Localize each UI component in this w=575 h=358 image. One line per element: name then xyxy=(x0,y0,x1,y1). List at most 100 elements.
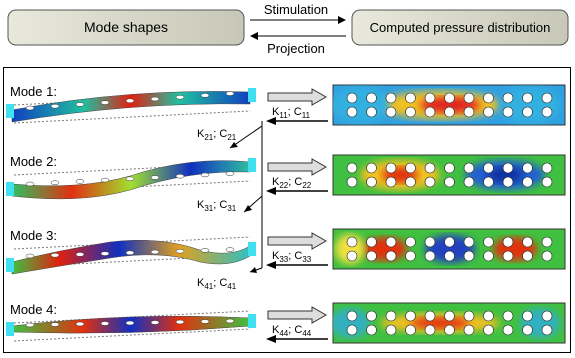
hole xyxy=(150,320,160,325)
hole xyxy=(346,106,358,118)
arrowhead xyxy=(338,16,346,24)
hole xyxy=(405,310,416,322)
right-box xyxy=(351,9,569,46)
hole xyxy=(424,324,436,336)
hole xyxy=(75,102,85,107)
hole xyxy=(424,236,436,248)
hole xyxy=(463,162,475,174)
symbol: C xyxy=(294,176,302,188)
symbol: K xyxy=(272,250,280,262)
subscript: 31 xyxy=(227,204,236,213)
hole xyxy=(385,236,397,248)
hole xyxy=(366,324,377,336)
subscript: 44 xyxy=(302,329,311,338)
hole xyxy=(502,106,514,118)
hole xyxy=(463,324,475,336)
subscript: 33 xyxy=(302,255,311,264)
stimulation-arrow xyxy=(267,232,328,250)
arrowhead xyxy=(266,187,276,195)
hole xyxy=(444,106,455,118)
hole xyxy=(444,250,455,262)
clamp xyxy=(248,314,256,328)
frame xyxy=(3,67,571,353)
hole xyxy=(541,162,553,174)
hole xyxy=(25,105,35,111)
subscript: 44 xyxy=(279,329,288,338)
hole xyxy=(366,162,377,174)
hole xyxy=(463,236,475,248)
symbol: K xyxy=(197,128,205,140)
subscript: 22 xyxy=(279,181,288,190)
subscript: 21 xyxy=(227,133,236,142)
mode-shape xyxy=(11,91,251,123)
hole xyxy=(385,92,397,104)
hole xyxy=(463,106,475,118)
clamp xyxy=(248,242,256,256)
symbol: K xyxy=(197,199,205,211)
symbol: ; xyxy=(213,277,219,289)
clamp xyxy=(248,88,256,102)
hole xyxy=(405,250,416,262)
coupling-label: K22; C22 xyxy=(272,176,312,190)
hole xyxy=(225,91,235,96)
subscript: 22 xyxy=(302,181,311,190)
hole xyxy=(424,250,436,262)
hole xyxy=(366,250,377,262)
hole xyxy=(385,106,397,118)
hole xyxy=(366,92,377,104)
hole xyxy=(125,250,135,256)
hole xyxy=(25,181,35,187)
hole xyxy=(541,92,553,104)
symbol: K xyxy=(272,106,280,118)
hole xyxy=(522,176,533,188)
arrowhead xyxy=(244,205,252,212)
hole xyxy=(522,236,533,248)
symbol: ; xyxy=(288,106,294,118)
coupling-label: K41; C41 xyxy=(197,277,237,291)
coupling-label: K44; C44 xyxy=(272,324,312,338)
hole xyxy=(463,92,475,104)
hole xyxy=(385,162,397,174)
hole xyxy=(200,248,210,253)
hole xyxy=(405,236,416,248)
hole xyxy=(75,179,85,184)
hole xyxy=(522,106,533,118)
clamp xyxy=(6,258,14,272)
hole xyxy=(483,310,494,322)
subscript: 31 xyxy=(204,204,213,213)
symbol: C xyxy=(294,324,302,336)
hole xyxy=(50,252,60,258)
hole xyxy=(50,180,60,185)
subscript: 33 xyxy=(279,255,288,264)
coupling-label: K31; C31 xyxy=(197,199,237,213)
hole xyxy=(175,319,185,325)
hole xyxy=(346,236,358,248)
symbol: K xyxy=(272,324,280,336)
coupling-label: K11; C11 xyxy=(272,106,311,120)
hole xyxy=(200,93,210,98)
hole xyxy=(150,249,160,255)
hole xyxy=(424,106,436,118)
hole xyxy=(346,176,358,188)
hole xyxy=(502,324,514,336)
hole xyxy=(483,92,494,104)
hole xyxy=(200,172,210,178)
symbol: ; xyxy=(288,324,294,336)
hole xyxy=(405,92,416,104)
hole xyxy=(463,250,475,262)
hole xyxy=(346,250,358,262)
symbol: C xyxy=(294,250,302,262)
symbol: K xyxy=(272,176,280,188)
hole xyxy=(385,310,397,322)
hole xyxy=(346,310,358,322)
hole xyxy=(100,251,110,256)
hole xyxy=(200,319,210,324)
hole xyxy=(463,310,475,322)
outline xyxy=(13,310,251,342)
subscript: 11 xyxy=(302,111,311,120)
stimulation-arrow xyxy=(267,158,328,176)
hole xyxy=(522,250,533,262)
clamp xyxy=(6,182,14,196)
blob xyxy=(333,87,390,123)
